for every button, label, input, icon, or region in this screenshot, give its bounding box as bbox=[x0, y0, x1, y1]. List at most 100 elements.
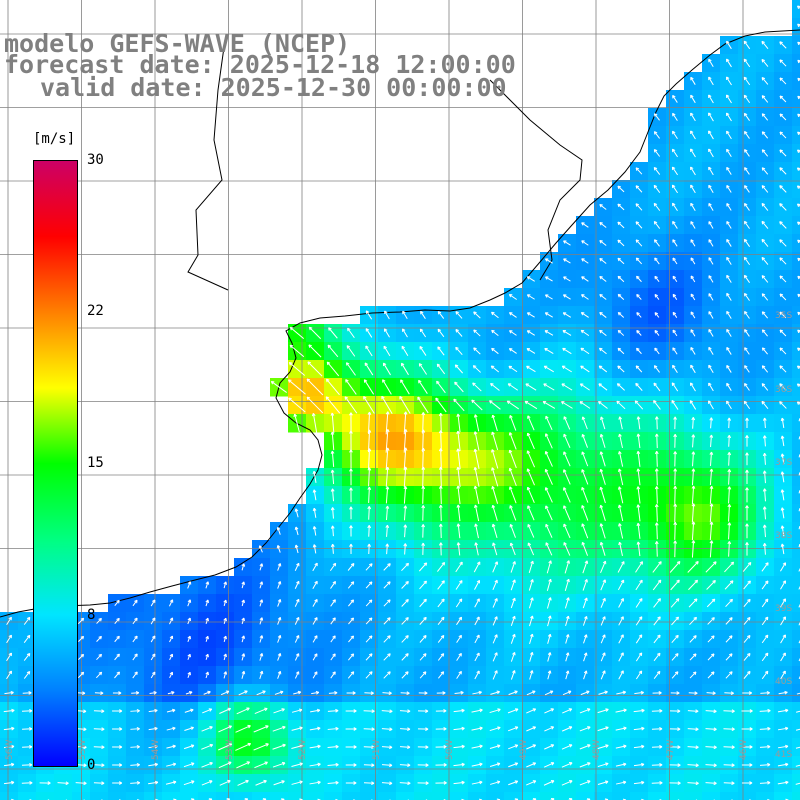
wind-arrow bbox=[616, 690, 627, 695]
wind-cell bbox=[504, 792, 523, 800]
wind-arrow bbox=[581, 276, 589, 282]
wind-arrow bbox=[169, 653, 174, 661]
wind-arrow bbox=[436, 380, 446, 394]
wind-arrow bbox=[744, 383, 750, 391]
wind-arrow bbox=[779, 221, 787, 229]
wind-arrow bbox=[328, 327, 338, 339]
wind-arrow bbox=[187, 671, 191, 678]
wind-arrow bbox=[419, 671, 427, 679]
wind-arrow bbox=[579, 383, 590, 391]
wind-arrow bbox=[367, 429, 372, 453]
wind-arrow bbox=[726, 238, 732, 247]
wind-arrow bbox=[672, 202, 678, 212]
wind-arrow bbox=[726, 328, 732, 337]
wind-arrow bbox=[780, 507, 785, 519]
wind-arrow bbox=[726, 58, 732, 68]
wind-arrow bbox=[544, 347, 554, 354]
wind-arrow bbox=[617, 257, 625, 265]
wind-arrow bbox=[527, 524, 535, 538]
wind-arrow bbox=[635, 257, 643, 265]
wind-arrow bbox=[633, 744, 645, 749]
wind-arrow bbox=[363, 763, 375, 768]
wind-arrow bbox=[777, 780, 789, 785]
wind-arrow bbox=[349, 412, 353, 434]
wind-arrow bbox=[382, 379, 392, 395]
wind-arrow bbox=[345, 362, 356, 376]
wind-arrow bbox=[653, 634, 661, 644]
wind-arrow bbox=[652, 691, 662, 695]
wind-arrow bbox=[383, 671, 391, 679]
wind-arrow bbox=[673, 540, 678, 558]
wind-arrow bbox=[761, 149, 769, 157]
wind-arrow bbox=[599, 486, 606, 504]
wind-arrow bbox=[399, 781, 411, 786]
wind-cell bbox=[720, 792, 739, 800]
wind-arrow bbox=[291, 780, 303, 785]
wind-arrow bbox=[417, 781, 429, 785]
wind-arrow bbox=[453, 762, 465, 767]
wind-arrow bbox=[363, 745, 375, 750]
wind-arrow bbox=[492, 652, 498, 662]
wind-arrow bbox=[598, 400, 608, 409]
wind-cell bbox=[162, 792, 181, 800]
longitude-label: 54W bbox=[151, 740, 161, 760]
wind-arrow bbox=[365, 671, 373, 679]
wind-arrow bbox=[291, 744, 303, 749]
wind-arrow bbox=[745, 417, 749, 429]
wind-arrow bbox=[597, 762, 609, 768]
wind-arrow bbox=[529, 633, 534, 645]
wind-arrow bbox=[565, 634, 570, 644]
wind-arrow bbox=[743, 94, 751, 104]
wind-arrow bbox=[185, 690, 193, 695]
wind-arrow bbox=[330, 450, 335, 468]
wind-arrow bbox=[673, 468, 678, 486]
wind-arrow bbox=[381, 727, 393, 732]
wind-arrow bbox=[672, 329, 678, 337]
wind-cell bbox=[378, 792, 397, 800]
wind-arrow bbox=[473, 448, 480, 470]
wind-arrow bbox=[507, 726, 519, 732]
wind-arrow bbox=[670, 691, 680, 695]
wind-arrow bbox=[306, 378, 324, 396]
wind-arrow bbox=[581, 451, 589, 467]
latitude-label: 38S bbox=[775, 531, 792, 541]
wind-arrow bbox=[708, 346, 714, 355]
wind-arrow bbox=[187, 653, 191, 660]
wind-arrow bbox=[599, 203, 607, 210]
wind-arrow bbox=[690, 257, 696, 265]
wind-arrow bbox=[761, 131, 769, 139]
wind-arrow bbox=[653, 652, 661, 662]
colorbar-unit: [m/s] bbox=[33, 131, 76, 147]
wind-arrow bbox=[383, 581, 391, 589]
wind-arrow bbox=[780, 670, 786, 680]
wind-arrow bbox=[654, 522, 659, 540]
wind-arrow bbox=[421, 524, 426, 538]
wind-arrow bbox=[492, 616, 498, 626]
wind-arrow bbox=[309, 762, 321, 767]
wind-arrow bbox=[3, 726, 15, 731]
wind-arrow bbox=[600, 597, 606, 608]
wind-arrow bbox=[743, 112, 750, 121]
wind-arrow bbox=[583, 670, 588, 680]
wind-arrow bbox=[618, 433, 623, 449]
wind-arrow bbox=[797, 95, 800, 100]
wind-arrow bbox=[795, 746, 800, 749]
wind-arrow bbox=[542, 401, 556, 409]
wind-arrow bbox=[654, 433, 659, 449]
wind-arrow bbox=[744, 365, 750, 373]
wind-arrow bbox=[652, 579, 662, 591]
wind-arrow bbox=[508, 467, 517, 486]
wind-arrow bbox=[330, 525, 335, 537]
wind-arrow bbox=[778, 690, 788, 695]
wind-arrow bbox=[543, 762, 555, 768]
wind-arrow bbox=[385, 429, 390, 453]
wind-cell bbox=[792, 126, 800, 145]
wind-arrow bbox=[491, 467, 499, 487]
wind-arrow bbox=[600, 416, 606, 430]
wind-arrow bbox=[727, 434, 732, 447]
wind-arrow bbox=[581, 433, 589, 448]
wind-arrow bbox=[708, 275, 714, 283]
wind-arrow bbox=[203, 690, 211, 695]
wind-arrow bbox=[579, 762, 591, 768]
wind-arrow bbox=[744, 131, 750, 139]
